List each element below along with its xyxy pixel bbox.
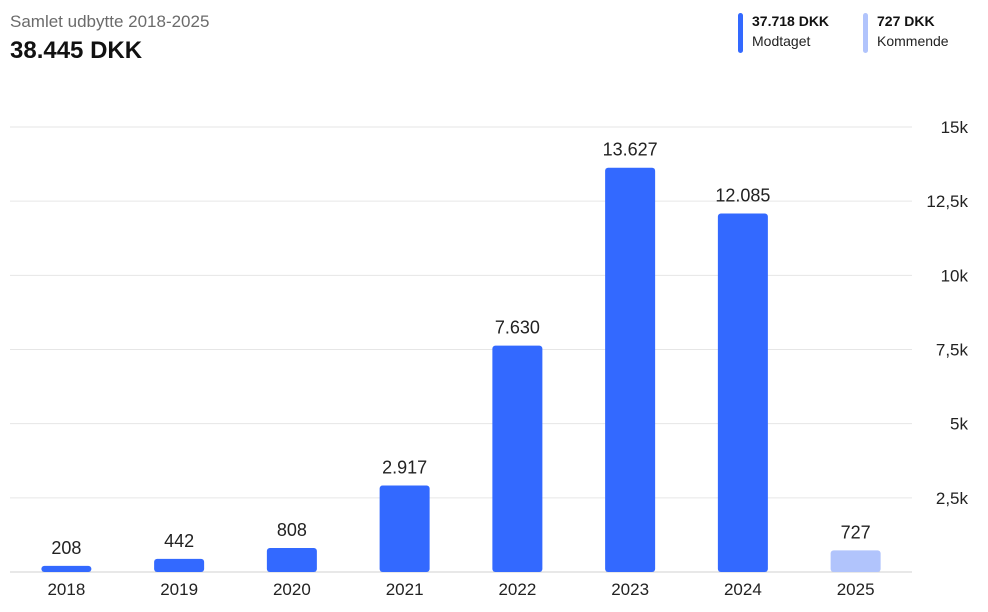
legend-received[interactable]: 37.718 DKK Modtaget [738,11,830,53]
legend-received-swatch [738,13,743,53]
total-dividend: 38.445 DKK [10,37,143,64]
chart-subtitle: Samlet udbytte 2018-2025 [10,12,210,31]
x-tick-label: 2019 [160,580,198,599]
x-tick-label: 2022 [498,580,536,599]
y-tick-label: 5k [950,415,968,434]
bar-group-2024[interactable]: 12.085 2024 [715,185,770,599]
y-tick-label: 7,5k [936,341,969,360]
legend-upcoming-swatch [863,13,868,53]
bar-value-label: 442 [164,531,194,551]
bar-2025[interactable] [830,550,881,572]
bar-group-2023[interactable]: 13.627 2023 [603,140,658,599]
x-tick-label: 2024 [724,580,762,599]
x-tick-label: 2025 [837,580,875,599]
y-tick-label: 12,5k [926,192,968,211]
bars: 208 2018 442 2019 808 2020 2.917 2021 7.630 2022 1… [41,140,881,599]
bar-2019[interactable] [154,558,205,572]
legend-upcoming-value: 727 DKK [877,13,935,29]
legend-upcoming[interactable]: 727 DKK Kommende [863,11,949,53]
x-tick-label: 2020 [273,580,311,599]
bar-2024[interactable] [717,213,768,572]
bar-group-2025[interactable]: 727 2025 [830,522,881,599]
bar-2022[interactable] [492,345,543,572]
bar-group-2021[interactable]: 2.917 2021 [379,457,430,599]
bar-value-label: 12.085 [715,185,770,205]
bar-group-2022[interactable]: 7.630 2022 [492,318,543,599]
bar-2023[interactable] [605,167,656,572]
x-tick-label: 2023 [611,580,649,599]
bar-2020[interactable] [266,548,317,572]
bar-value-label: 7.630 [495,318,540,338]
y-axis-labels: 2,5k 5k 7,5k 10k 12,5k 15k [926,118,968,508]
bar-value-label: 208 [51,538,81,558]
legend-upcoming-label: Kommende [877,33,949,49]
legend-received-value: 37.718 DKK [752,13,830,29]
bar-value-label: 13.627 [603,140,658,160]
bar-value-label: 808 [277,520,307,540]
legend-received-label: Modtaget [752,33,811,49]
bar-group-2018[interactable]: 208 2018 [41,538,92,599]
grid-lines [10,126,912,573]
bar-value-label: 2.917 [382,457,427,477]
bar-2018[interactable] [41,565,92,572]
bar-value-label: 727 [841,522,871,542]
bar-group-2020[interactable]: 808 2020 [266,520,317,599]
bar-group-2019[interactable]: 442 2019 [154,531,205,599]
x-tick-label: 2018 [47,580,85,599]
y-tick-label: 10k [941,266,969,285]
y-tick-label: 15k [941,118,969,137]
x-tick-label: 2021 [386,580,424,599]
y-tick-label: 2,5k [936,489,969,508]
bar-2021[interactable] [379,485,430,572]
